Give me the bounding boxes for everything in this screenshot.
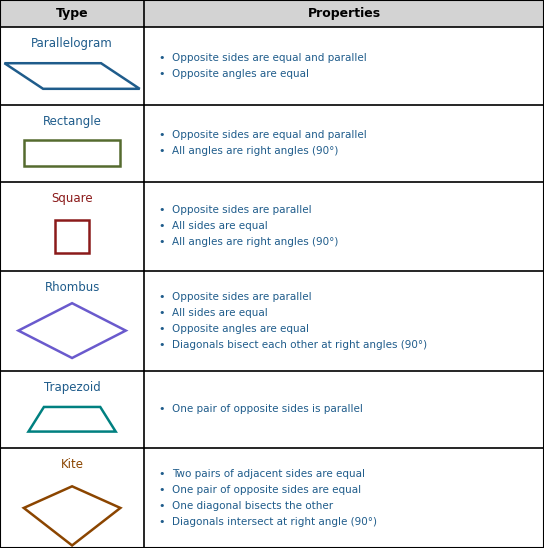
Polygon shape <box>0 0 544 27</box>
Text: One diagonal bisects the other: One diagonal bisects the other <box>172 501 333 511</box>
Text: Rectangle: Rectangle <box>42 115 102 128</box>
Text: Diagonals bisect each other at right angles (90°): Diagonals bisect each other at right ang… <box>172 340 427 350</box>
Text: •: • <box>158 221 165 231</box>
Text: •: • <box>158 307 165 318</box>
Text: •: • <box>158 469 165 479</box>
Text: Opposite sides are equal and parallel: Opposite sides are equal and parallel <box>172 53 367 63</box>
Text: One pair of opposite sides is parallel: One pair of opposite sides is parallel <box>172 404 363 414</box>
Text: Opposite angles are equal: Opposite angles are equal <box>172 69 309 79</box>
Text: All angles are right angles (90°): All angles are right angles (90°) <box>172 146 338 156</box>
Text: •: • <box>158 237 165 247</box>
Text: •: • <box>158 324 165 334</box>
Text: •: • <box>158 130 165 140</box>
Text: •: • <box>158 404 165 414</box>
Text: All sides are equal: All sides are equal <box>172 221 268 231</box>
Text: Properties: Properties <box>307 7 381 20</box>
Text: •: • <box>158 205 165 215</box>
Text: •: • <box>158 485 165 495</box>
Text: •: • <box>158 53 165 63</box>
Text: Two pairs of adjacent sides are equal: Two pairs of adjacent sides are equal <box>172 469 365 479</box>
Text: Trapezoid: Trapezoid <box>44 381 101 393</box>
Text: All angles are right angles (90°): All angles are right angles (90°) <box>172 237 338 247</box>
Text: Rhombus: Rhombus <box>45 281 100 294</box>
Text: Opposite sides are equal and parallel: Opposite sides are equal and parallel <box>172 130 367 140</box>
Text: Opposite angles are equal: Opposite angles are equal <box>172 324 309 334</box>
Text: Square: Square <box>51 192 93 205</box>
Text: •: • <box>158 340 165 350</box>
Text: Parallelogram: Parallelogram <box>31 37 113 50</box>
Text: Diagonals intersect at right angle (90°): Diagonals intersect at right angle (90°) <box>172 517 377 527</box>
Text: •: • <box>158 146 165 156</box>
Text: Type: Type <box>56 7 88 20</box>
Text: Kite: Kite <box>60 458 84 471</box>
Text: •: • <box>158 292 165 301</box>
Text: Opposite sides are parallel: Opposite sides are parallel <box>172 205 312 215</box>
Text: •: • <box>158 517 165 527</box>
Text: One pair of opposite sides are equal: One pair of opposite sides are equal <box>172 485 361 495</box>
Text: •: • <box>158 501 165 511</box>
Text: Opposite sides are parallel: Opposite sides are parallel <box>172 292 312 301</box>
Text: All sides are equal: All sides are equal <box>172 307 268 318</box>
Text: •: • <box>158 69 165 79</box>
